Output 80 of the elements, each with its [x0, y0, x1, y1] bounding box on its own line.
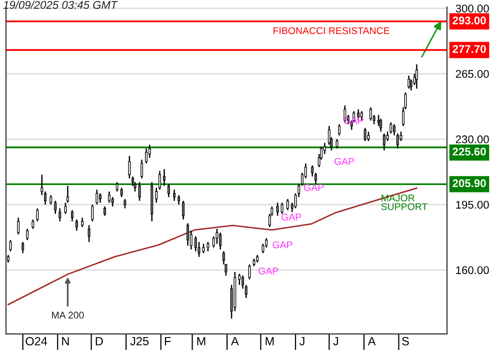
candlestick — [182, 200, 185, 220]
candlestick — [64, 202, 67, 215]
annotation: MAJOR SUPPORT — [381, 194, 428, 210]
x-tick-label: O24 — [26, 336, 48, 346]
candlestick — [364, 127, 366, 142]
candlestick — [238, 273, 241, 286]
candlestick — [367, 131, 370, 142]
candlestick — [178, 194, 180, 206]
candlestick — [276, 202, 279, 216]
y-tick-label: 300.00 — [456, 4, 489, 12]
candlestick — [26, 228, 29, 241]
candlestick — [173, 188, 176, 202]
candlestick — [116, 182, 118, 192]
candlestick — [70, 210, 74, 222]
y-tick-label: 160.00 — [456, 266, 489, 274]
candlestick — [138, 182, 141, 202]
x-tick-label: N — [62, 337, 69, 346]
annotation: GAP — [334, 158, 354, 165]
y-tick-label: 230.00 — [456, 135, 489, 144]
candlestick — [36, 208, 39, 222]
candlestick — [108, 190, 110, 204]
candlestick — [54, 200, 57, 215]
candlestick — [380, 118, 382, 132]
candlestick — [219, 232, 222, 250]
candlestick — [286, 198, 289, 211]
candlestick — [120, 187, 123, 198]
candlestick — [17, 217, 20, 236]
candlestick — [400, 131, 402, 142]
y-tick-label: 265.00 — [456, 70, 489, 78]
ref-line-label: 293.00 — [452, 16, 486, 24]
candlestick — [162, 168, 166, 186]
annotation: GAP — [282, 214, 302, 220]
y-tick-label: 195.00 — [456, 200, 489, 209]
candlestick — [50, 194, 52, 206]
candlestick — [32, 218, 34, 230]
candlestick — [311, 164, 314, 178]
x-tick-label: A — [231, 337, 239, 346]
candlestick — [96, 188, 98, 206]
candlestick — [186, 222, 190, 246]
candlestick — [145, 148, 148, 164]
candlestick — [91, 204, 94, 222]
ref-line-label: 277.70 — [452, 45, 486, 53]
candlestick — [167, 183, 170, 198]
candlestick — [336, 138, 338, 150]
x-tick-label: M — [266, 337, 274, 346]
candlestick — [124, 198, 126, 209]
candlestick — [104, 206, 106, 216]
candlestick — [88, 224, 90, 243]
candlestick — [75, 218, 78, 232]
candlestick — [22, 241, 24, 254]
candlestick — [338, 124, 341, 136]
candlestick — [66, 185, 69, 204]
candlestick — [140, 159, 144, 180]
x-tick-label: A — [368, 337, 376, 346]
candlestick — [369, 106, 372, 122]
x-tick-label: J — [299, 337, 304, 346]
candlestick — [58, 208, 62, 222]
annotation: GAP — [272, 241, 292, 248]
candlestick — [408, 74, 410, 90]
candlestick — [128, 155, 131, 180]
candlestick — [99, 192, 102, 204]
annotation: FIBONACCI RESISTANCE — [274, 27, 390, 34]
candlestick — [81, 217, 84, 228]
candlestick — [382, 132, 386, 151]
annotation: 19/09/2025 03:45 GMT — [3, 0, 118, 9]
ref-line-label: 225.60 — [452, 148, 486, 156]
x-tick-label: J — [333, 337, 338, 346]
candlestick — [415, 64, 418, 90]
candlestick — [280, 202, 284, 215]
x-tick-label: J25 — [130, 336, 149, 346]
x-tick-label: F — [164, 337, 171, 346]
x-tick-label: M — [197, 337, 206, 346]
annotation: GAP — [304, 184, 324, 192]
annotation: GAP — [258, 268, 278, 274]
x-tick-label: S — [402, 336, 409, 346]
candlestick — [9, 239, 12, 252]
x-tick-label: D — [96, 337, 103, 346]
ref-line-label: 205.90 — [452, 179, 486, 188]
text: MA 200 — [52, 312, 84, 319]
candlestick — [206, 241, 210, 252]
